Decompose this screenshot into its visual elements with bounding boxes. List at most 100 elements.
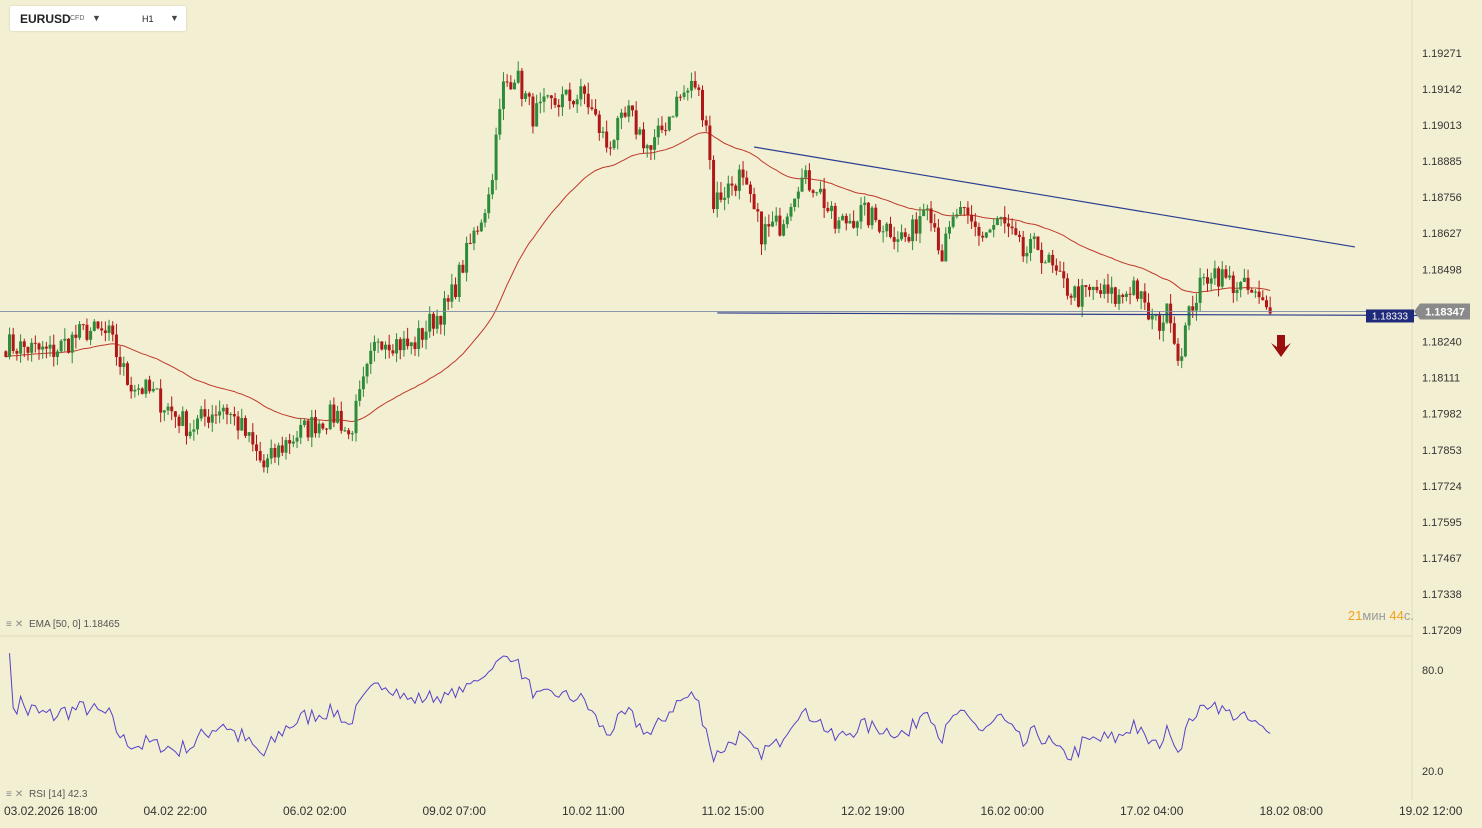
candle-body xyxy=(214,414,218,416)
candle-body xyxy=(280,445,284,453)
candle-body xyxy=(1194,302,1198,311)
candle-body xyxy=(1091,286,1095,290)
candle-body xyxy=(125,363,129,385)
candle-body xyxy=(41,346,45,350)
timeframe-selector[interactable]: H1 xyxy=(142,14,154,24)
close-icon[interactable]: ✕ xyxy=(14,619,24,630)
candle-body xyxy=(173,411,177,417)
candle-body xyxy=(844,215,848,224)
candle-body xyxy=(689,80,693,91)
candle-body xyxy=(870,207,874,226)
candle-body xyxy=(89,330,93,340)
candle-body xyxy=(608,147,612,149)
trendline xyxy=(717,312,1422,317)
candle-body xyxy=(361,376,365,390)
candle-body xyxy=(1062,271,1066,279)
candle-body xyxy=(664,130,668,132)
candle-body xyxy=(369,350,373,364)
candle-body xyxy=(1180,356,1184,361)
candle-body xyxy=(579,86,583,100)
candle-body xyxy=(196,418,200,430)
chevron-down-icon[interactable]: ▼ xyxy=(170,13,179,23)
price-tick-label: 1.17853 xyxy=(1422,445,1462,457)
close-icon[interactable]: ✕ xyxy=(14,789,24,800)
symbol-name: EURUSD xyxy=(20,12,71,26)
candle-body xyxy=(992,225,996,230)
candle-body xyxy=(1003,217,1007,224)
candle-body xyxy=(325,428,329,430)
candle-body xyxy=(1198,277,1202,303)
candle-body xyxy=(11,334,15,352)
candle-body xyxy=(885,223,889,232)
candle-body xyxy=(240,418,244,431)
candle-body xyxy=(966,207,970,215)
candle-body xyxy=(796,191,800,199)
indicator-settings-icon[interactable]: ≡ xyxy=(6,789,12,800)
candle-body xyxy=(1135,280,1139,299)
price-tick-label: 1.17724 xyxy=(1422,481,1462,493)
candle-body xyxy=(571,101,575,105)
symbol-selector[interactable]: EURUSD CFD ▼ H1 ▼ xyxy=(10,6,186,31)
candle-body xyxy=(1261,297,1265,301)
candle-body xyxy=(914,219,918,234)
candle-body xyxy=(67,338,71,353)
candle-body xyxy=(1032,236,1036,240)
candle-body xyxy=(243,418,247,436)
candle-body xyxy=(1088,286,1092,290)
candle-body xyxy=(498,109,502,135)
indicator-settings-icon[interactable]: ≡ xyxy=(6,619,12,630)
candle-body xyxy=(225,407,229,415)
chevron-down-icon[interactable]: ▼ xyxy=(92,13,101,23)
candle-body xyxy=(1231,275,1235,294)
candle-body xyxy=(642,129,646,149)
candle-body xyxy=(428,313,432,332)
candle-body xyxy=(457,264,461,298)
candle-body xyxy=(774,215,778,222)
candle-body xyxy=(597,114,601,133)
candle-body xyxy=(262,460,266,468)
rsi-tick-label: 20.0 xyxy=(1422,766,1443,778)
candle-body xyxy=(63,338,67,341)
ema-label: EMA [50, 0] xyxy=(29,619,81,630)
candle-body xyxy=(1176,343,1180,361)
candle-body xyxy=(1187,306,1191,326)
candle-body xyxy=(955,214,959,217)
price-tick-label: 1.17982 xyxy=(1422,409,1462,421)
candle-body xyxy=(1080,285,1084,307)
candle-body xyxy=(1154,315,1158,317)
candle-body xyxy=(155,388,159,390)
candle-body xyxy=(678,96,682,98)
candle-body xyxy=(284,440,288,453)
price-tick-label: 1.18885 xyxy=(1422,156,1462,168)
candle-body xyxy=(560,94,564,108)
candle-body xyxy=(671,116,675,118)
ema-value: 1.18465 xyxy=(83,619,120,630)
candle-body xyxy=(778,215,782,236)
candle-body xyxy=(111,325,115,335)
candle-body xyxy=(804,170,808,178)
candle-body xyxy=(310,417,314,438)
candle-body xyxy=(313,417,317,434)
candle-body xyxy=(151,388,155,392)
candle-body xyxy=(859,205,863,222)
candle-body xyxy=(358,389,362,401)
candle-body xyxy=(170,406,174,412)
candle-body xyxy=(815,192,819,194)
rsi-label: RSI [14] xyxy=(29,789,66,800)
symbol-type: CFD xyxy=(70,15,85,22)
candle-body xyxy=(771,221,775,227)
candle-body xyxy=(1143,291,1147,303)
current-price-badge xyxy=(1414,303,1470,320)
price-tick-label: 1.19142 xyxy=(1422,84,1462,96)
candle-body xyxy=(999,217,1003,219)
down-arrow-icon xyxy=(1271,335,1291,357)
candle-body xyxy=(903,232,907,237)
candle-body xyxy=(494,134,498,180)
candle-body xyxy=(616,118,620,141)
candle-body xyxy=(350,433,354,435)
candle-body xyxy=(1065,278,1069,296)
candle-body xyxy=(431,313,435,329)
candle-body xyxy=(892,237,896,242)
candle-body xyxy=(266,458,270,468)
